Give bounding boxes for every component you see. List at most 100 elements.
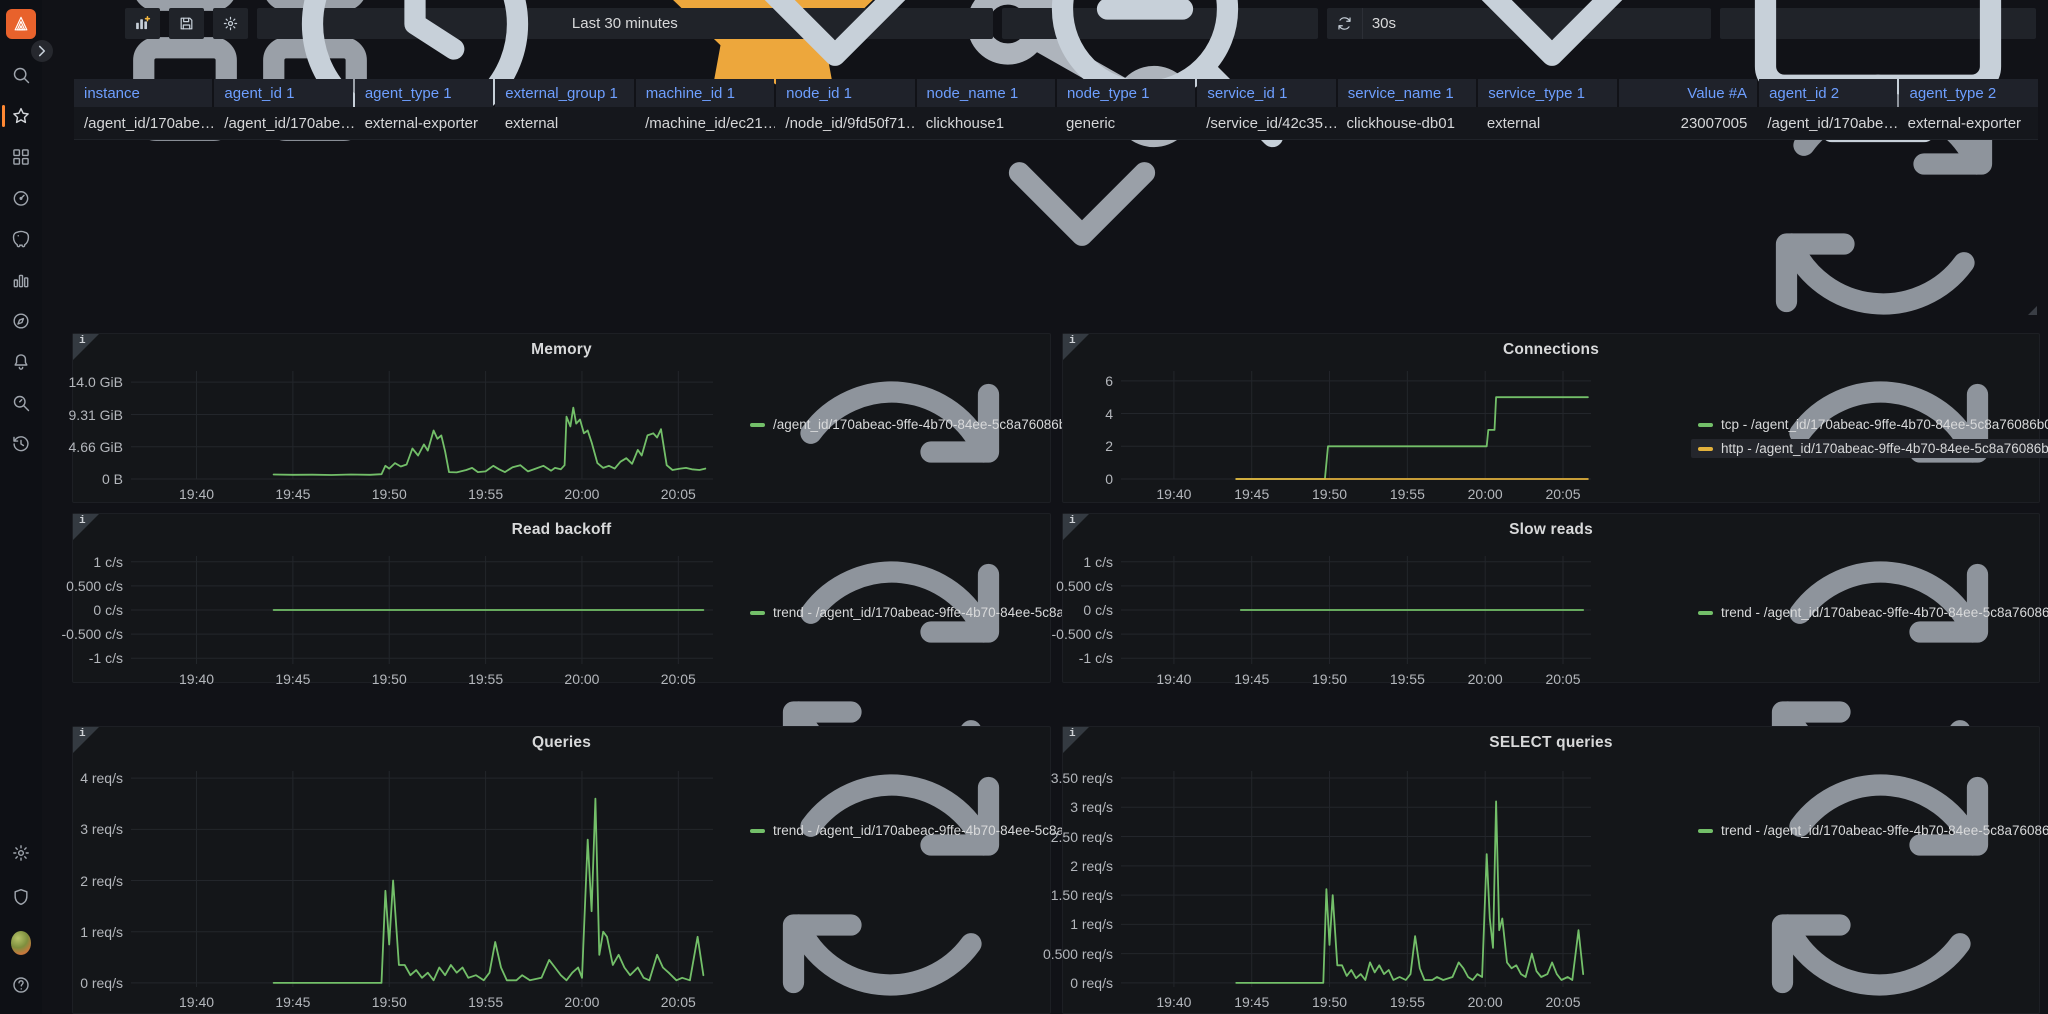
refresh-interval-dropdown[interactable]: 30s	[1362, 8, 1711, 39]
chart-plot[interactable]: 19:4019:4519:5019:5520:0020:05	[1121, 371, 1591, 479]
x-axis-tick: 20:00	[564, 994, 599, 1010]
y-axis-tick: 1 req/s	[1070, 916, 1113, 932]
y-axis-tick: 4 req/s	[80, 770, 123, 786]
y-axis: 4 req/s3 req/s2 req/s1 req/s0 req/s	[73, 771, 131, 1013]
add-panel-button[interactable]	[125, 8, 160, 39]
sidebar-item-server-admin[interactable]	[0, 878, 42, 916]
avatar-icon	[11, 931, 31, 951]
chart-plot[interactable]: 19:4019:4519:5019:5520:0020:05	[1121, 771, 1591, 987]
chart-plot[interactable]: 19:4019:4519:5019:5520:0020:05	[131, 771, 713, 987]
sidebar-item-query-analytics[interactable]	[0, 384, 42, 422]
y-axis-tick: 0 req/s	[1070, 975, 1113, 991]
column-header[interactable]: service_type 1	[1478, 79, 1616, 107]
series-line-tcp	[1236, 397, 1588, 479]
y-axis-tick: 2 req/s	[80, 873, 123, 889]
x-axis-tick: 20:05	[1545, 671, 1580, 687]
chart-legend: trend - /agent_id/170abeac-9ffe-4b70-84e…	[1591, 771, 2048, 1013]
zoom-out-button[interactable]	[1002, 8, 1318, 39]
legend-item[interactable]: tcp - /agent_id/170abeac-9ffe-4b70-84ee-…	[1691, 415, 2048, 434]
refresh-dashboard-button[interactable]	[1327, 8, 1362, 39]
y-axis-tick: 0.500 c/s	[66, 578, 123, 594]
sidebar-expand-button[interactable]	[31, 40, 53, 62]
series-line-trend	[1236, 801, 1583, 983]
column-header[interactable]: agent_type 1	[355, 79, 493, 107]
sidebar-item-dashboards[interactable]	[0, 138, 42, 176]
y-axis-tick: 0.500 req/s	[1043, 946, 1113, 962]
tv-mode-button[interactable]	[1720, 8, 2036, 39]
panel-queries: i Queries 4 req/s3 req/s2 req/s1 req/s0 …	[72, 726, 1051, 1014]
sidebar-item-explore[interactable]	[0, 302, 42, 340]
y-axis: 14.0 GiB9.31 GiB4.66 GiB0 B	[73, 371, 131, 502]
x-axis-tick: 19:45	[1234, 486, 1269, 502]
column-header[interactable]: agent_id 1	[214, 79, 352, 107]
table-cell: generic	[1056, 107, 1196, 139]
y-axis-tick: -0.500 c/s	[62, 626, 123, 642]
history-icon	[11, 434, 31, 454]
series-line-trend	[274, 799, 704, 983]
column-header[interactable]: node_id 1	[776, 79, 914, 107]
sidebar-item-history[interactable]	[0, 425, 42, 463]
search-icon	[11, 65, 31, 85]
x-axis-tick: 19:55	[1390, 486, 1425, 502]
panel-connections: i Connections 6420 19:4019:4519:5019:552…	[1062, 333, 2040, 503]
x-axis-tick: 19:50	[372, 486, 407, 502]
x-axis-tick: 19:45	[275, 671, 310, 687]
series-color-swatch	[750, 611, 765, 615]
column-header[interactable]: external_group 1	[495, 79, 633, 107]
column-header[interactable]: node_type 1	[1057, 79, 1195, 107]
y-axis-tick: 0 c/s	[1083, 602, 1113, 618]
dashboard-settings-button[interactable]	[213, 8, 248, 39]
pmm-logo[interactable]	[6, 9, 36, 39]
y-axis-tick: 9.31 GiB	[69, 407, 123, 423]
y-axis-tick: -1 c/s	[1079, 650, 1113, 666]
y-axis-tick: 3.50 req/s	[1051, 770, 1113, 786]
postgres-icon	[11, 229, 31, 249]
x-axis-tick: 19:50	[372, 994, 407, 1010]
chart-legend: tcp - /agent_id/170abeac-9ffe-4b70-84ee-…	[1591, 371, 2048, 502]
question-icon	[11, 975, 31, 995]
sidebar-item-alerting[interactable]	[0, 343, 42, 381]
sidebar-item-starred[interactable]	[0, 97, 42, 135]
refresh-picker: 30s	[1327, 8, 1711, 39]
sync-icon	[1336, 15, 1353, 32]
legend-item[interactable]: trend - /agent_id/170abeac-9ffe-4b70-84e…	[1691, 821, 2048, 840]
sidebar-item-postgresql[interactable]	[0, 220, 42, 258]
legend-item[interactable]: trend - /agent_id/170abeac-9ffe-4b70-84e…	[1691, 603, 2048, 622]
x-axis-tick: 19:55	[468, 486, 503, 502]
x-axis-tick: 19:45	[275, 994, 310, 1010]
sidebar-item-system-overview[interactable]	[0, 179, 42, 217]
y-axis-tick: 0 req/s	[80, 975, 123, 991]
column-header[interactable]: agent_type 2	[1899, 79, 2037, 107]
legend-label: trend - /agent_id/170abeac-9ffe-4b70-84e…	[1721, 823, 2048, 838]
chart-plot[interactable]: 19:4019:4519:5019:5520:0020:05	[131, 556, 713, 664]
y-axis-tick: 4.66 GiB	[69, 439, 123, 455]
x-axis-tick: 19:45	[1234, 671, 1269, 687]
legend-item[interactable]: /agent_id/170abeac-9ffe-4b70-84ee-5c8a76…	[743, 415, 1088, 434]
legend-label: /agent_id/170abeac-9ffe-4b70-84ee-5c8a76…	[773, 417, 1081, 432]
gear-icon	[11, 843, 31, 863]
time-range-picker[interactable]: Last 30 minutes	[257, 8, 993, 39]
column-header[interactable]: service_name 1	[1338, 79, 1476, 107]
x-axis-tick: 20:00	[1468, 671, 1503, 687]
legend-item[interactable]: http - /agent_id/170abeac-9ffe-4b70-84ee…	[1691, 439, 2048, 458]
sidebar	[0, 0, 42, 1014]
table-cell: external-exporter	[1898, 107, 2038, 139]
x-axis-tick: 20:00	[564, 486, 599, 502]
sidebar-item-help[interactable]	[0, 966, 42, 1004]
column-header[interactable]: service_id 1	[1197, 79, 1335, 107]
column-header[interactable]: machine_id 1	[636, 79, 774, 107]
column-header[interactable]: node_name 1	[917, 79, 1055, 107]
column-header[interactable]: agent_id 2	[1759, 79, 1897, 107]
sidebar-item-profile[interactable]	[0, 922, 42, 960]
column-header[interactable]: instance	[74, 79, 212, 107]
column-header[interactable]: Value #A	[1619, 79, 1757, 107]
chart-plot[interactable]: 19:4019:4519:5019:5520:0020:05	[1121, 556, 1591, 664]
sidebar-item-settings[interactable]	[0, 834, 42, 872]
panel-memory: i Memory 14.0 GiB9.31 GiB4.66 GiB0 B 19:…	[72, 333, 1051, 503]
x-axis-tick: 19:40	[1156, 671, 1191, 687]
chart-plot[interactable]: 19:4019:4519:5019:5520:0020:05	[131, 371, 713, 479]
y-axis: 1 c/s0.500 c/s0 c/s-0.500 c/s-1 c/s	[1063, 556, 1121, 682]
save-icon	[178, 15, 195, 32]
save-dashboard-button[interactable]	[169, 8, 204, 39]
sidebar-item-bar-charts[interactable]	[0, 261, 42, 299]
